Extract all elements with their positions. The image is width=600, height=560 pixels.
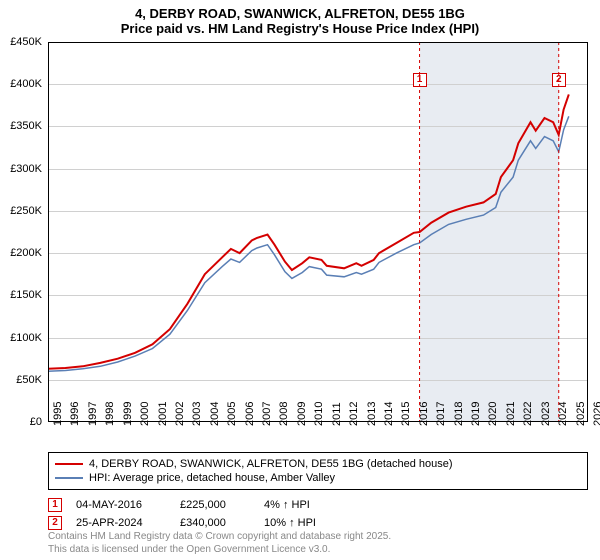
line-hpi [48, 116, 569, 371]
y-tick-label: £200K [0, 247, 42, 259]
legend-item: HPI: Average price, detached house, Ambe… [55, 471, 581, 485]
transaction-table: 1 04-MAY-2016 £225,000 4% ↑ HPI 2 25-APR-2024… [48, 496, 588, 532]
transaction-date: 25-APR-2024 [76, 517, 166, 529]
y-tick-label: £250K [0, 205, 42, 217]
transaction-row: 1 04-MAY-2016 £225,000 4% ↑ HPI [48, 496, 588, 514]
transaction-date: 04-MAY-2016 [76, 499, 166, 511]
y-tick-label: £350K [0, 120, 42, 132]
footer-attribution: Contains HM Land Registry data © Crown c… [48, 530, 391, 556]
y-tick-label: £150K [0, 289, 42, 301]
transaction-pct: 10% ↑ HPI [264, 517, 354, 529]
transaction-marker: 2 [48, 516, 62, 530]
transaction-pct: 4% ↑ HPI [264, 499, 354, 511]
footer-line-2: This data is licensed under the Open Gov… [48, 543, 391, 556]
transaction-price: £225,000 [180, 499, 250, 511]
line-price-paid [48, 94, 569, 368]
title-line-2: Price paid vs. HM Land Registry's House … [0, 21, 600, 36]
y-tick-label: £450K [0, 36, 42, 48]
y-tick-label: £0 [0, 416, 42, 428]
y-tick-label: £50K [0, 374, 42, 386]
chart-plot-area: £0£50K£100K£150K£200K£250K£300K£350K£400… [48, 42, 588, 422]
legend-swatch [55, 463, 83, 465]
footer-line-1: Contains HM Land Registry data © Crown c… [48, 530, 391, 543]
y-tick-label: £400K [0, 78, 42, 90]
y-tick-label: £300K [0, 163, 42, 175]
legend-label: 4, DERBY ROAD, SWANWICK, ALFRETON, DE55 … [89, 458, 453, 470]
x-tick-label: 2026 [592, 402, 600, 426]
legend-label: HPI: Average price, detached house, Ambe… [89, 472, 335, 484]
legend-item: 4, DERBY ROAD, SWANWICK, ALFRETON, DE55 … [55, 457, 581, 471]
legend-area: 4, DERBY ROAD, SWANWICK, ALFRETON, DE55 … [48, 452, 588, 532]
chart-title: 4, DERBY ROAD, SWANWICK, ALFRETON, DE55 … [0, 0, 600, 38]
chart-lines [48, 42, 588, 422]
transaction-marker: 1 [48, 498, 62, 512]
legend-frame: 4, DERBY ROAD, SWANWICK, ALFRETON, DE55 … [48, 452, 588, 490]
legend-swatch [55, 477, 83, 479]
title-line-1: 4, DERBY ROAD, SWANWICK, ALFRETON, DE55 … [0, 6, 600, 21]
y-tick-label: £100K [0, 332, 42, 344]
transaction-price: £340,000 [180, 517, 250, 529]
